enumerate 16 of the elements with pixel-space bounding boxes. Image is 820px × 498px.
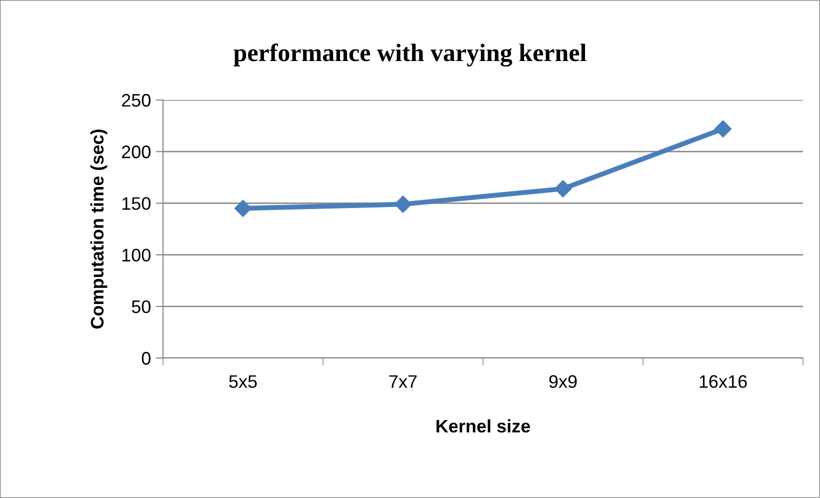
- chart-title: performance with varying kernel: [234, 43, 586, 67]
- x-tick-label: 9x9: [549, 375, 577, 388]
- y-tick-label: 0: [142, 352, 150, 365]
- x-tick-label: 7x7: [389, 375, 417, 388]
- point: [714, 120, 732, 138]
- y-axis-title: Computation time (sec): [90, 130, 108, 329]
- y-tick-label: 150: [122, 197, 150, 210]
- y-tick-label: 50: [132, 300, 150, 314]
- x-tick-label: 16x16: [700, 375, 747, 388]
- x-tick-label: 5x5: [229, 375, 257, 388]
- x-axis-title: Kernel size: [436, 419, 530, 433]
- point: [554, 180, 572, 198]
- point: [234, 200, 252, 217]
- y-tick-label: 250: [122, 94, 150, 107]
- y-tick-label: 200: [122, 146, 150, 158]
- y-tick-label: 100: [122, 248, 150, 262]
